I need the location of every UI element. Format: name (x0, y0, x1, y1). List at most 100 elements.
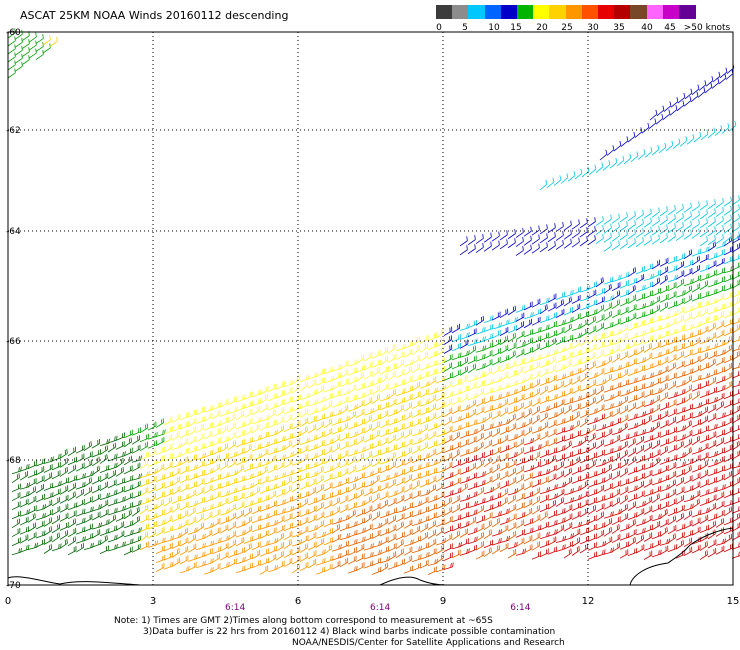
wind-barb (355, 392, 366, 400)
wind-barb (155, 482, 165, 491)
wind-barb (648, 118, 657, 130)
wind-barb (659, 419, 669, 429)
wind-barb (299, 426, 308, 436)
wind-barb (243, 463, 253, 472)
wind-barb (179, 527, 188, 538)
wind-barb (691, 498, 700, 509)
wind-barb (163, 426, 173, 435)
wind-barb (555, 399, 565, 408)
wind-barb (651, 259, 661, 270)
wind-barb (35, 41, 44, 52)
wind-barb (195, 560, 206, 569)
wind-barb (547, 464, 557, 474)
wind-barb (187, 426, 197, 436)
wind-barb (243, 417, 253, 427)
wind-barb (219, 460, 229, 471)
wind-barb (619, 449, 628, 460)
wind-barb (363, 423, 373, 434)
wind-barb (483, 547, 492, 558)
wind-barb (699, 541, 708, 551)
wind-barb (539, 494, 549, 504)
wind-barb (147, 512, 158, 521)
wind-barb (299, 516, 309, 526)
wind-barb (715, 375, 726, 384)
wind-barb (619, 343, 630, 352)
wind-barb (483, 430, 493, 441)
wind-barb (14, 61, 23, 72)
wind-barb (643, 326, 654, 335)
wind-barb (515, 393, 525, 403)
wind-barb (411, 418, 421, 428)
wind-barb (347, 501, 357, 511)
wind-barb (339, 422, 349, 433)
wind-barb (291, 539, 302, 547)
wind-barb (595, 233, 604, 244)
wind-barb (467, 544, 478, 554)
wind-barb (523, 491, 534, 500)
wind-barb (459, 494, 470, 502)
wind-barb (595, 394, 604, 405)
wind-barb (571, 219, 580, 230)
wind-barb (667, 515, 676, 526)
wind-barb (579, 336, 588, 347)
wind-barb (235, 501, 245, 511)
wind-barb (419, 388, 429, 398)
wind-barb (163, 443, 173, 453)
wind-barb (523, 382, 533, 392)
wind-barb (587, 226, 596, 237)
wind-barb (699, 236, 708, 247)
wind-barb (515, 429, 525, 439)
wind-barb (507, 238, 516, 249)
wind-barb (443, 335, 453, 345)
wind-barb (299, 525, 309, 535)
wind-barb (499, 497, 508, 507)
wind-barb (667, 435, 677, 445)
wind-barb (579, 363, 588, 374)
wind-barb (627, 422, 638, 430)
wind-barb (731, 344, 740, 352)
legend-swatch (598, 5, 615, 19)
wind-barb (419, 407, 429, 416)
wind-barb (115, 541, 126, 549)
wind-barb (219, 508, 230, 516)
wind-barb (563, 513, 573, 523)
wind-barb (547, 447, 558, 456)
wind-barb (467, 491, 478, 500)
wind-barb (691, 447, 702, 455)
wind-barb (515, 245, 524, 256)
wind-barb (235, 492, 245, 502)
wind-barb (523, 318, 533, 329)
wind-barb (427, 341, 438, 350)
wind-barb (267, 454, 277, 465)
wind-barb (667, 479, 676, 490)
wind-barb (451, 449, 460, 460)
wind-barb (579, 318, 589, 329)
wind-barb (707, 241, 716, 252)
wind-barb (219, 398, 229, 408)
wind-barb (683, 430, 693, 440)
wind-barb (659, 348, 670, 357)
wind-barb (683, 358, 694, 368)
wind-barb (163, 416, 173, 426)
wind-barb (699, 345, 710, 353)
wind-barb (163, 525, 174, 534)
wind-barb (451, 468, 461, 478)
wind-barb (227, 495, 237, 504)
wind-barb (211, 409, 221, 420)
wind-barb (595, 296, 605, 306)
wind-barb (27, 495, 37, 505)
wind-barb (595, 449, 605, 459)
wind-barb (99, 438, 110, 446)
wind-barb (595, 385, 604, 396)
wind-barb (451, 360, 462, 370)
wind-barb (619, 503, 628, 514)
wind-barb (675, 476, 685, 487)
wind-barb (627, 485, 638, 493)
wind-barb (683, 332, 694, 341)
wind-barb (699, 209, 708, 220)
wind-barb (395, 531, 405, 541)
wind-barb (291, 520, 302, 529)
wind-barb (515, 422, 526, 430)
wind-barb (203, 430, 213, 440)
wind-barb (395, 388, 406, 397)
